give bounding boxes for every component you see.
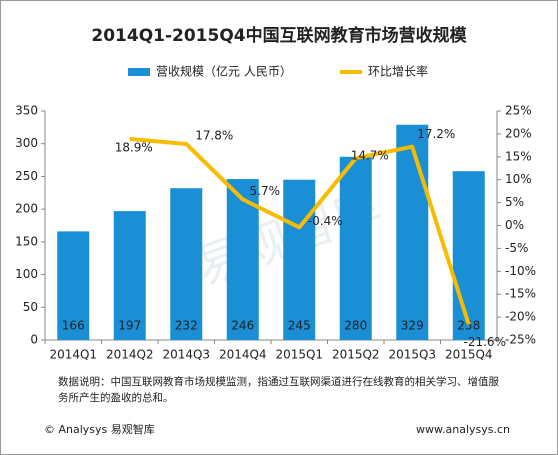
y2-tick-label: 10% — [505, 172, 532, 186]
bar — [339, 156, 372, 340]
x-tick-label: 2015Q3 — [388, 348, 436, 362]
y2-tick-label: -10% — [505, 264, 536, 278]
bar — [283, 179, 316, 340]
y-tick-label: 250 — [15, 169, 38, 183]
x-tick-label: 2014Q4 — [219, 348, 267, 362]
legend-swatch — [128, 68, 150, 76]
y-tick-label: 0 — [30, 333, 38, 347]
footer-left: © Analysys 易观智库 — [44, 422, 155, 436]
x-tick-label: 2014Q3 — [162, 348, 210, 362]
bar-value-label: 232 — [175, 319, 198, 333]
x-tick-label: 2015Q1 — [275, 348, 323, 362]
y2-tick-label: -25% — [505, 333, 536, 347]
line-value-label: 14.7% — [351, 149, 389, 163]
bar-value-label: 280 — [344, 319, 367, 333]
bar-value-label: 246 — [231, 319, 254, 333]
bar-value-label: 329 — [401, 319, 424, 333]
growth-line — [129, 136, 471, 326]
y-tick-label: 50 — [23, 300, 38, 314]
y-tick-label: 300 — [15, 136, 38, 150]
x-tick-label: 2015Q4 — [445, 348, 493, 362]
bar — [170, 188, 203, 340]
x-tick-label: 2014Q1 — [49, 348, 97, 362]
line-value-label: 17.8% — [195, 128, 233, 142]
line-value-label: 5.7% — [250, 184, 281, 198]
y2-tick-label: 25% — [505, 104, 532, 118]
note: 数据说明：中国互联网教育市场规模监测，指通过互联网渠道进行在线教育的相关学习、增… — [58, 376, 499, 404]
bar-value-label: 166 — [62, 319, 85, 333]
footer-right: www.analysys.cn — [416, 423, 510, 436]
bar — [396, 124, 429, 341]
line-value-label: 18.9% — [115, 140, 153, 154]
y2-tick-label: 5% — [505, 195, 524, 209]
legend-label: 环比增长率 — [368, 64, 428, 79]
y-tick-label: 200 — [15, 202, 38, 216]
y2-tick-label: 20% — [505, 126, 532, 140]
x-tick-label: 2014Q2 — [106, 348, 154, 362]
bar — [113, 211, 146, 340]
y-tick-label: 150 — [15, 234, 38, 248]
legend-label: 营收规模（亿元 人民币） — [156, 64, 292, 79]
y-tick-label: 100 — [15, 267, 38, 281]
y2-tick-label: -20% — [505, 310, 536, 324]
y2-tick-label: 0% — [505, 218, 524, 232]
y-tick-label: 350 — [15, 104, 38, 118]
line-value-label: -0.4% — [308, 214, 343, 228]
chart-title: 2014Q1-2015Q4中国互联网教育市场营收规模 — [91, 25, 467, 46]
line-value-label: 17.2% — [417, 127, 455, 141]
bar-value-label: 197 — [118, 319, 141, 333]
line-value-label: -21.6% — [464, 335, 506, 349]
y2-tick-label: -5% — [505, 241, 528, 255]
bar — [452, 171, 485, 340]
bar-value-label: 245 — [288, 319, 311, 333]
y2-tick-label: 15% — [505, 149, 532, 163]
bar-value-label: 258 — [457, 319, 480, 333]
y2-tick-label: -15% — [505, 287, 536, 301]
bar — [57, 231, 90, 340]
x-tick-label: 2015Q2 — [332, 348, 380, 362]
